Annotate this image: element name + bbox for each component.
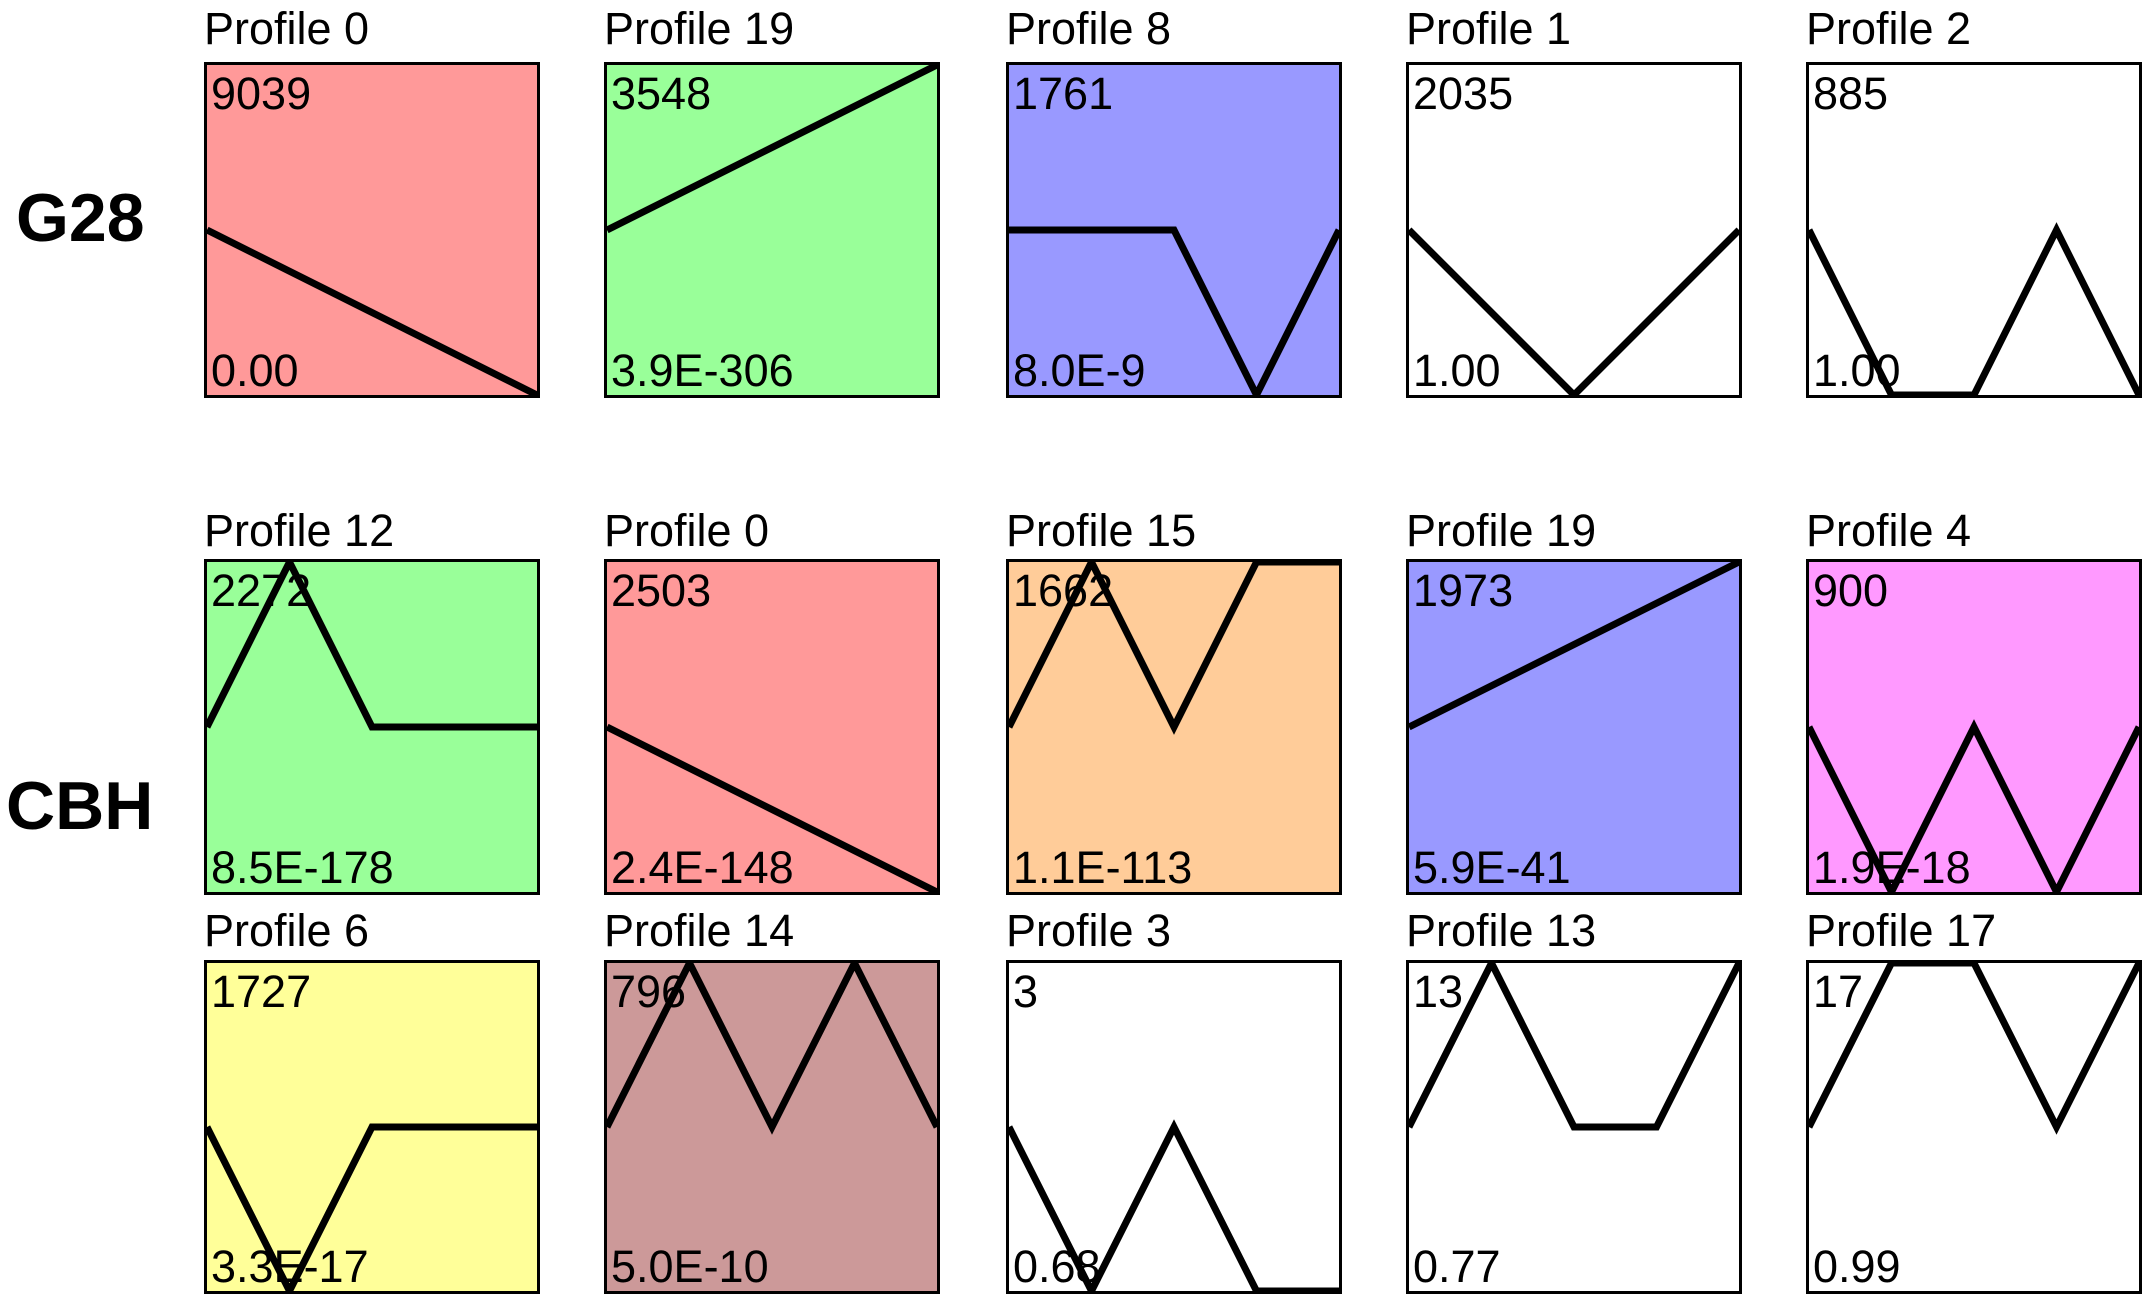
profile-plot [1409, 227, 1739, 395]
profile-plot [1809, 963, 2139, 1135]
panel-title: Profile 6 [204, 905, 370, 956]
profile-plot [1009, 226, 1339, 395]
gene-count: 1727 [211, 966, 312, 1017]
p-value: 1.9E-18 [1813, 842, 1971, 893]
panel-title: Profile 2 [1806, 3, 1972, 54]
profile-panel: 2272 8.5E-178 [204, 559, 540, 895]
profile-line [207, 562, 537, 731]
gene-count: 1662 [1013, 565, 1114, 616]
profile-plot [607, 963, 937, 1135]
profile-panel: 1727 3.3E-17 [204, 960, 540, 1294]
profile-line [1809, 719, 2139, 892]
gene-count: 2035 [1413, 68, 1514, 119]
gene-count: 9039 [211, 68, 312, 119]
profile-line [607, 65, 937, 234]
p-value: 0.00 [211, 345, 299, 396]
profile-line [1409, 963, 1739, 1131]
p-value: 8.0E-9 [1013, 345, 1146, 396]
gene-count: 13 [1413, 966, 1464, 1017]
profile-panel: 1662 1.1E-113 [1006, 559, 1342, 895]
panel-title: Profile 3 [1006, 905, 1172, 956]
panel-title: Profile 13 [1406, 905, 1597, 956]
profile-plot [207, 1123, 537, 1291]
profile-line [1009, 226, 1339, 395]
profile-panel: 3548 3.9E-306 [604, 62, 940, 398]
panel-title: Profile 12 [204, 505, 395, 556]
gene-count: 17 [1813, 966, 1864, 1017]
p-value: 1.00 [1413, 345, 1501, 396]
p-value: 2.4E-148 [611, 842, 794, 893]
group-label-g28: G28 [16, 180, 145, 256]
profile-line [1009, 1119, 1339, 1291]
profile-panel: 3 0.68 [1006, 960, 1342, 1294]
profile-line [1409, 227, 1739, 395]
gene-count: 885 [1813, 68, 1889, 119]
profile-plot [207, 562, 537, 731]
p-value: 5.0E-10 [611, 1241, 769, 1292]
panel-title: Profile 4 [1806, 505, 1972, 556]
panel-title: Profile 19 [1406, 505, 1597, 556]
panel-title: Profile 0 [604, 505, 770, 556]
profile-panel: 9039 0.00 [204, 62, 540, 398]
profile-panel: 796 5.0E-10 [604, 960, 940, 1294]
gene-count: 1761 [1013, 68, 1114, 119]
profile-plot [1409, 562, 1739, 731]
gene-count: 2503 [611, 565, 712, 616]
panel-title: Profile 1 [1406, 3, 1572, 54]
profile-plot [1009, 562, 1339, 735]
profile-plot [207, 226, 537, 395]
panel-title: Profile 8 [1006, 3, 1172, 54]
profile-plot [607, 65, 937, 234]
profile-plot [1409, 963, 1739, 1131]
p-value: 1.00 [1813, 345, 1901, 396]
profile-panel: 13 0.77 [1406, 960, 1742, 1294]
gene-count: 3 [1013, 966, 1039, 1017]
gene-count: 2272 [211, 565, 312, 616]
profile-panel: 2503 2.4E-148 [604, 559, 940, 895]
profile-panel: 1761 8.0E-9 [1006, 62, 1342, 398]
panel-title: Profile 15 [1006, 505, 1197, 556]
profile-plot [1809, 222, 2139, 395]
panel-title: Profile 17 [1806, 905, 1997, 956]
profile-line [207, 1123, 537, 1291]
gene-count: 900 [1813, 565, 1889, 616]
profile-plot [1009, 1119, 1339, 1291]
p-value: 8.5E-178 [211, 842, 394, 893]
profile-line [1409, 562, 1739, 731]
profile-line [207, 226, 537, 395]
profile-panel: 1973 5.9E-41 [1406, 559, 1742, 895]
p-value: 3.9E-306 [611, 345, 794, 396]
gene-count: 796 [611, 966, 687, 1017]
panel-title: Profile 0 [204, 3, 370, 54]
p-value: 0.68 [1013, 1241, 1101, 1292]
profile-line [1809, 963, 2139, 1135]
p-value: 3.3E-17 [211, 1241, 369, 1292]
p-value: 0.77 [1413, 1241, 1501, 1292]
gene-count: 1973 [1413, 565, 1514, 616]
profile-line [1809, 222, 2139, 395]
profile-line [1009, 562, 1339, 735]
profile-panel: 900 1.9E-18 [1806, 559, 2142, 895]
profile-line [607, 963, 937, 1135]
p-value: 5.9E-41 [1413, 842, 1571, 893]
group-label-cbh: CBH [6, 768, 154, 844]
profile-plot [1809, 719, 2139, 892]
panel-title: Profile 14 [604, 905, 795, 956]
gene-count: 3548 [611, 68, 712, 119]
profile-line [607, 723, 937, 892]
profile-plot [607, 723, 937, 892]
profile-panel: 2035 1.00 [1406, 62, 1742, 398]
p-value: 0.99 [1813, 1241, 1901, 1292]
profile-panel: 885 1.00 [1806, 62, 2142, 398]
profile-panel: 17 0.99 [1806, 960, 2142, 1294]
panel-title: Profile 19 [604, 3, 795, 54]
p-value: 1.1E-113 [1013, 842, 1193, 893]
